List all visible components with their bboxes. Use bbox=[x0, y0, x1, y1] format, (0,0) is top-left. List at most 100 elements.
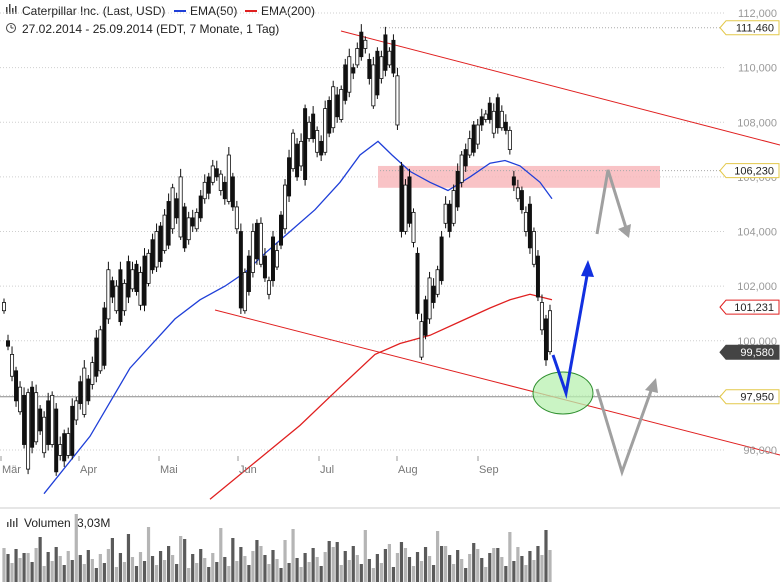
volume-bar bbox=[18, 558, 22, 582]
candle-body bbox=[66, 433, 71, 456]
volume-bar bbox=[231, 538, 235, 582]
candle-body bbox=[134, 263, 139, 292]
price-tag-shape bbox=[719, 344, 780, 360]
candle-body bbox=[491, 110, 496, 134]
candle-body bbox=[270, 236, 275, 282]
candle-body bbox=[323, 108, 328, 153]
candle-body bbox=[519, 190, 524, 211]
volume-bar bbox=[423, 547, 428, 582]
volume-bar bbox=[243, 556, 247, 582]
candle-body bbox=[238, 231, 243, 309]
candle-body bbox=[182, 206, 187, 249]
volume-bar bbox=[407, 557, 412, 582]
candle-body bbox=[543, 318, 548, 361]
candle-body bbox=[327, 100, 332, 134]
candle-body bbox=[202, 181, 207, 200]
volume-bar bbox=[126, 534, 131, 582]
candle-body bbox=[287, 157, 292, 197]
volume-bar bbox=[183, 539, 187, 582]
volume-bar bbox=[2, 548, 6, 582]
candle-body bbox=[411, 211, 416, 243]
volume-bar bbox=[54, 547, 58, 582]
candle-body bbox=[343, 64, 348, 101]
volume-bar bbox=[375, 554, 379, 582]
volume-bar bbox=[472, 543, 476, 582]
volume-bar bbox=[219, 528, 223, 582]
volume-value: 3,03M bbox=[77, 516, 110, 530]
ema200-legend-label: EMA(200) bbox=[261, 4, 315, 18]
volume-bar bbox=[271, 550, 275, 582]
candle-body bbox=[511, 176, 516, 186]
volume-bar bbox=[10, 563, 14, 582]
price-tags: 111,460 106,230 101,231 99,580 97,950 bbox=[719, 20, 780, 405]
candle-body bbox=[447, 203, 452, 232]
volume-bar bbox=[383, 549, 387, 582]
candle-body bbox=[311, 113, 316, 140]
candle-body bbox=[166, 201, 171, 246]
bar-chart-icon[interactable] bbox=[6, 4, 17, 14]
support-circle bbox=[532, 371, 594, 415]
volume-bar bbox=[191, 554, 195, 582]
candle-body bbox=[50, 394, 55, 445]
candle-body bbox=[42, 416, 47, 454]
volume-bar bbox=[154, 565, 159, 582]
candle-body bbox=[122, 282, 127, 312]
price-tag-shape bbox=[719, 20, 780, 36]
volume-bar bbox=[363, 530, 367, 582]
volume-bar bbox=[399, 542, 404, 582]
volume-bar bbox=[431, 565, 436, 582]
volume-bar bbox=[66, 551, 70, 582]
candle-body bbox=[162, 214, 167, 252]
price-tag-shape bbox=[719, 389, 780, 405]
volume-label: Volumen bbox=[24, 516, 71, 530]
volume-bar bbox=[207, 567, 211, 582]
volume-bar bbox=[167, 546, 171, 582]
volume-bar bbox=[323, 552, 327, 582]
candle-body bbox=[70, 405, 75, 456]
price-tag-label: 97,950 bbox=[740, 392, 774, 404]
y-tick-label: 110,000 bbox=[738, 63, 777, 75]
candle-body bbox=[214, 168, 219, 178]
candle-body bbox=[403, 184, 408, 232]
volume-bars-icon bbox=[7, 518, 18, 527]
price-tag: 101,231 bbox=[719, 299, 780, 315]
volume-bar bbox=[395, 553, 400, 582]
volume-bar bbox=[259, 546, 263, 582]
volume-bar bbox=[331, 547, 335, 582]
candle-body bbox=[150, 239, 155, 271]
candle-body bbox=[226, 154, 231, 202]
candle-body bbox=[194, 211, 199, 230]
volume-bar bbox=[118, 553, 123, 582]
price-tag-label: 101,231 bbox=[734, 302, 774, 314]
volume-bar bbox=[50, 561, 54, 582]
volume-bar bbox=[279, 568, 283, 582]
candle-body bbox=[531, 231, 536, 265]
volume-bar bbox=[195, 563, 199, 582]
candle-body bbox=[507, 130, 512, 150]
volume-bar bbox=[247, 565, 251, 582]
candle-body bbox=[483, 113, 488, 120]
candle-body bbox=[407, 176, 412, 224]
volume-bar bbox=[162, 560, 167, 582]
volume-bar bbox=[319, 566, 323, 582]
candle-body bbox=[6, 340, 11, 347]
candle-body bbox=[78, 381, 83, 404]
x-tick-label: Mär bbox=[2, 464, 21, 476]
volume-bar bbox=[540, 555, 544, 582]
candle-body bbox=[471, 124, 476, 153]
price-tag: 99,580 bbox=[719, 344, 780, 360]
ema-lines bbox=[43, 140, 553, 500]
candle-body bbox=[467, 138, 472, 156]
volume-bar bbox=[371, 568, 375, 582]
candle-body bbox=[435, 269, 440, 295]
volume-bar bbox=[114, 567, 119, 582]
volume-bar bbox=[435, 531, 440, 582]
candle-body bbox=[206, 176, 211, 194]
candle-body bbox=[218, 173, 223, 191]
volume-bar bbox=[211, 553, 215, 582]
volume-bar bbox=[171, 555, 175, 582]
support-line bbox=[0, 27, 725, 398]
candle-body bbox=[274, 250, 279, 268]
volume-bar bbox=[367, 559, 371, 582]
chart-title: Caterpillar Inc. (Last, USD) bbox=[22, 4, 165, 18]
